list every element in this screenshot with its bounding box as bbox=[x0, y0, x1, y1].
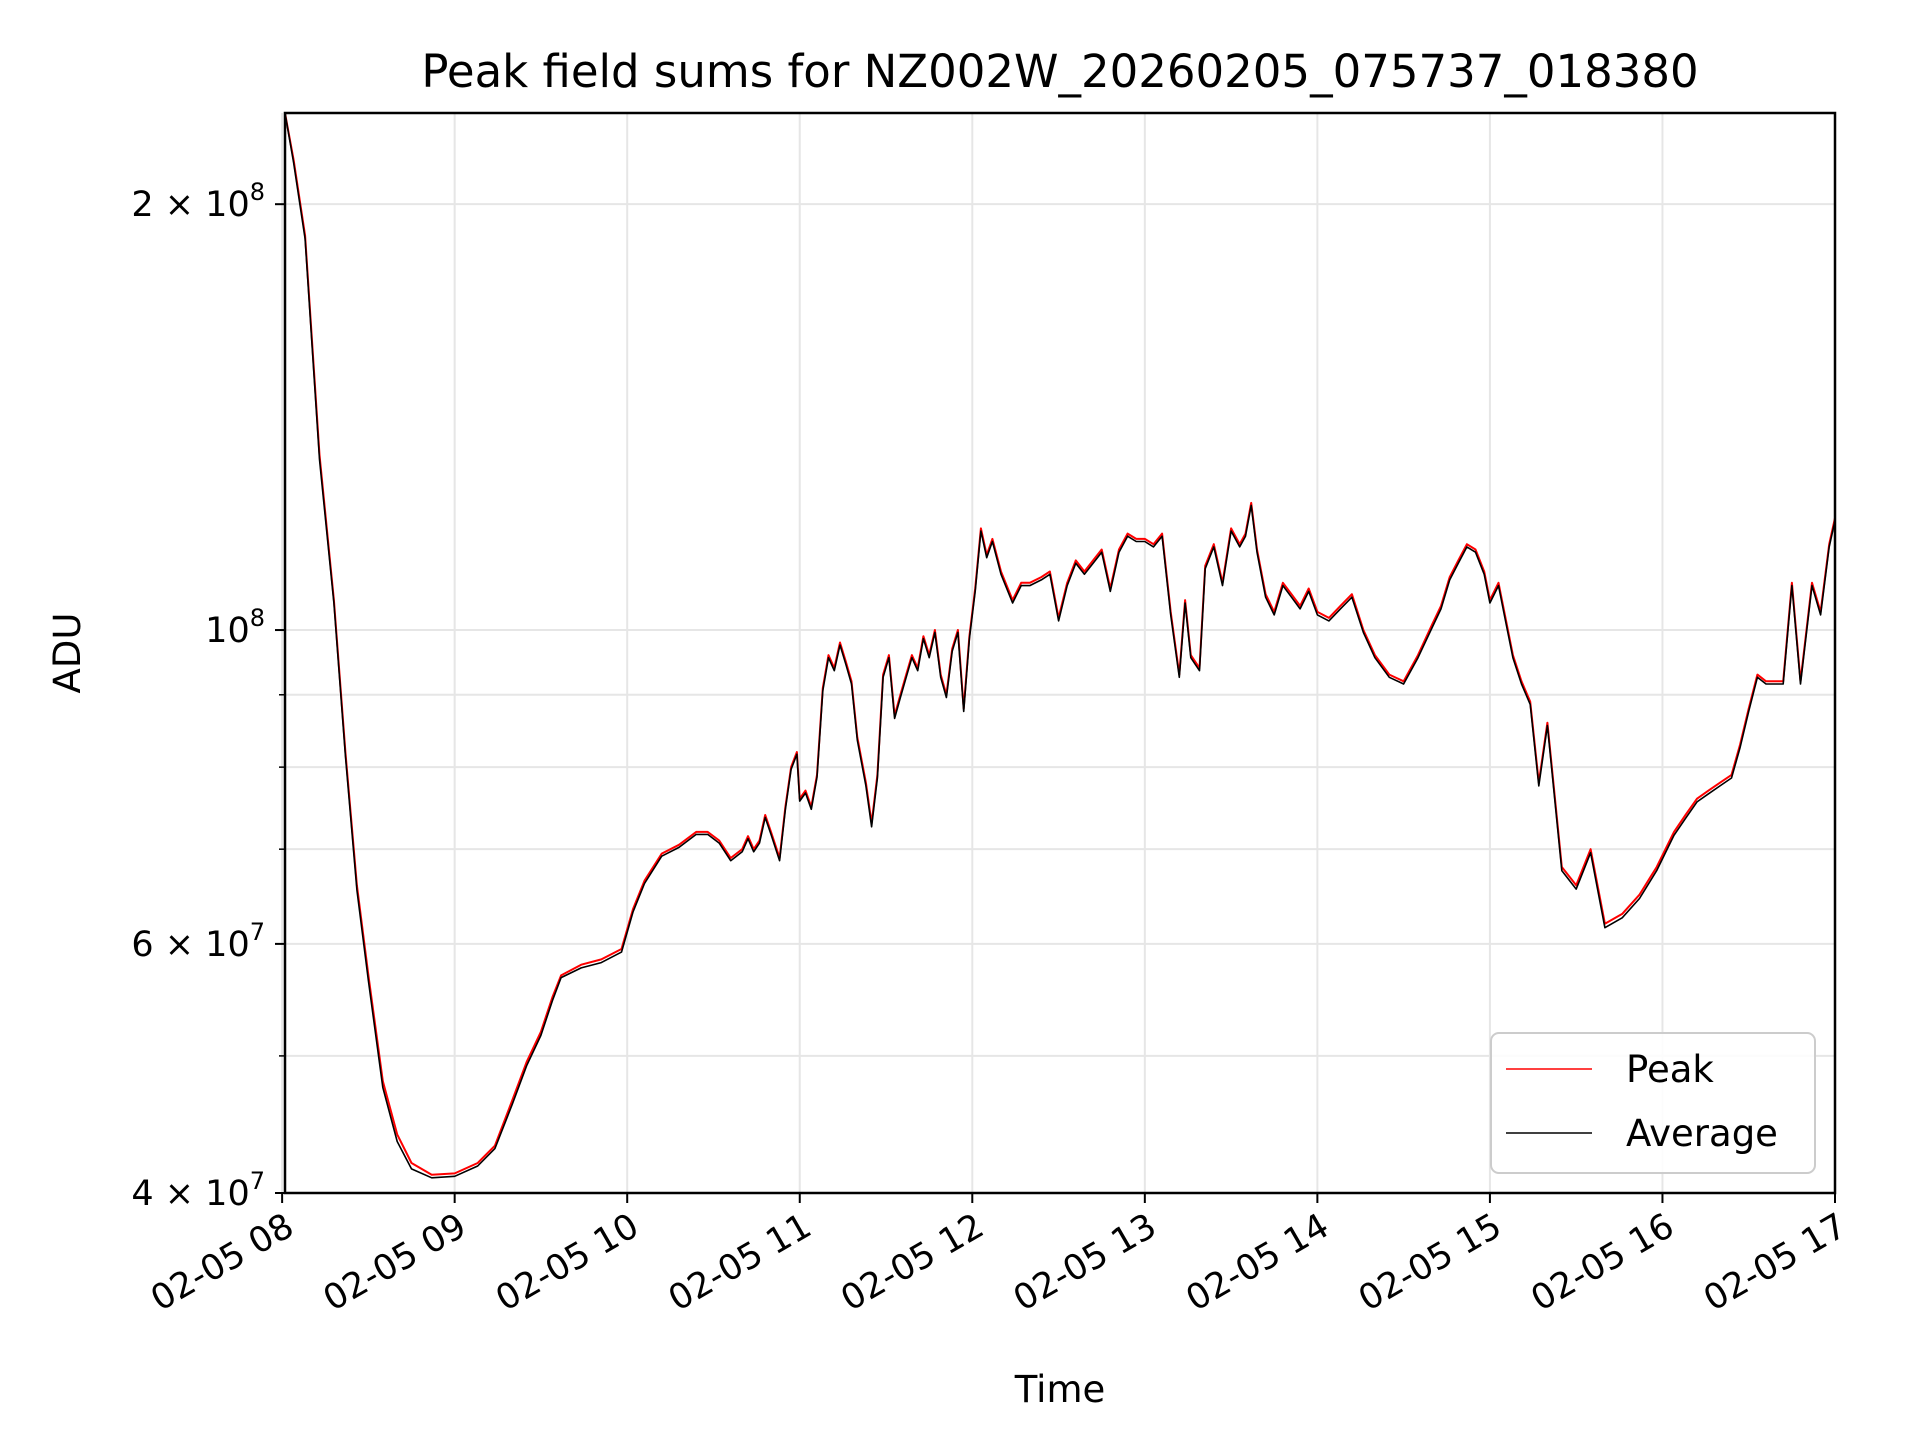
y-tick-label: 6 × 107 bbox=[131, 918, 265, 965]
y-tick-base: 10 bbox=[205, 1174, 250, 1214]
y-tick-times: × bbox=[154, 185, 206, 225]
y-tick-base: 10 bbox=[205, 185, 250, 225]
y-tick-label: 108 bbox=[205, 604, 265, 651]
y-tick-mantissa: 6 bbox=[131, 925, 153, 965]
y-tick-mantissa: 2 bbox=[131, 185, 153, 225]
x-axis-label: Time bbox=[1014, 1368, 1106, 1411]
y-tick-times: × bbox=[154, 1174, 206, 1214]
y-axis-label: ADU bbox=[46, 613, 89, 694]
legend: Peak Average bbox=[1490, 1032, 1816, 1174]
series-line-average bbox=[285, 113, 1835, 1179]
y-tick-times: × bbox=[154, 925, 206, 965]
y-tick-exponent: 7 bbox=[250, 918, 265, 946]
y-tick-exponent: 8 bbox=[250, 604, 265, 632]
plot-frame bbox=[283, 111, 1837, 1195]
series-layer bbox=[285, 113, 1835, 1179]
y-tick-mantissa: 4 bbox=[131, 1174, 153, 1214]
y-tick-exponent: 7 bbox=[250, 1167, 265, 1195]
y-tick-label: 4 × 107 bbox=[131, 1167, 265, 1214]
legend-label-peak: Peak bbox=[1626, 1048, 1714, 1091]
y-tick-label: 2 × 108 bbox=[131, 178, 265, 225]
legend-label-average: Average bbox=[1626, 1112, 1778, 1155]
y-tick-base: 10 bbox=[205, 925, 250, 965]
legend-box bbox=[1490, 1032, 1816, 1174]
chart-title: Peak field sums for NZ002W_20260205_0757… bbox=[421, 45, 1698, 98]
y-tick-base: 10 bbox=[205, 611, 250, 651]
y-tick-exponent: 8 bbox=[250, 178, 265, 206]
